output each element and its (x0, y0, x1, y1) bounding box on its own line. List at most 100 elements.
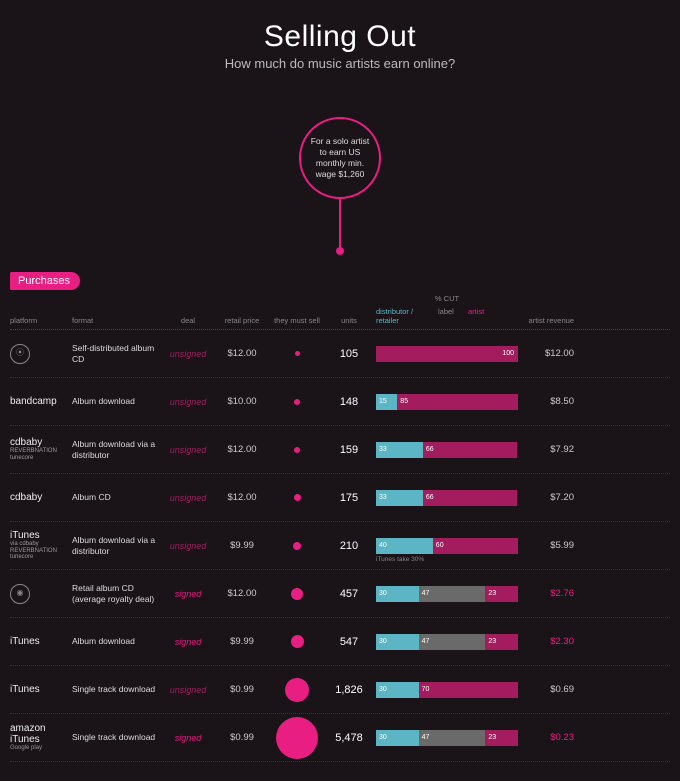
platform-cell: iTunes (10, 684, 72, 695)
units-dot-icon (293, 542, 301, 550)
artist-segment: 23 (485, 586, 518, 602)
artist-segment: 23 (485, 730, 518, 746)
col-platform: platform (10, 316, 72, 325)
deal-cell: signed (160, 733, 216, 743)
dist-segment: 30 (376, 730, 419, 746)
revenue-cell: $2.76 (522, 588, 574, 599)
price-cell: $12.00 (216, 588, 268, 599)
table-row: iTunesSingle track downloadunsigned$0.99… (10, 666, 670, 714)
deal-cell: unsigned (160, 685, 216, 695)
col-retail-price: retail price (216, 316, 268, 325)
sell-cell (268, 717, 326, 759)
revenue-cell: $2.30 (522, 636, 574, 647)
units-cell: 457 (326, 588, 372, 600)
callout-line (339, 199, 341, 249)
format-cell: Album download (72, 636, 160, 646)
deal-cell: unsigned (160, 349, 216, 359)
col-format: format (72, 316, 160, 325)
revenue-cell: $0.69 (522, 684, 574, 695)
page-subtitle: How much do music artists earn online? (0, 56, 680, 71)
deal-cell: unsigned (160, 397, 216, 407)
platform-cell: amazoniTunesGoogle play (10, 723, 72, 752)
artist-segment: 70 (419, 682, 518, 698)
cut-bar: 3366 (376, 442, 518, 458)
price-cell: $12.00 (216, 444, 268, 455)
deal-cell: unsigned (160, 493, 216, 503)
price-cell: $12.00 (216, 348, 268, 359)
purchases-table: platform format deal retail price they m… (10, 294, 670, 762)
units-cell: 1,826 (326, 684, 372, 696)
cut-label-label: label (438, 307, 468, 325)
units-dot-icon (285, 678, 309, 702)
revenue-cell: $7.92 (522, 444, 574, 455)
cut-cell: 304723 (372, 634, 522, 650)
table-row: bandcampAlbum downloadunsigned$10.001481… (10, 378, 670, 426)
cut-cell: 3070 (372, 682, 522, 698)
table-row: ⦿Self-distributed album CDunsigned$12.00… (10, 330, 670, 378)
units-cell: 159 (326, 444, 372, 456)
price-cell: $0.99 (216, 732, 268, 743)
sell-cell (268, 494, 326, 501)
platform-cell: iTunes (10, 636, 72, 647)
dist-segment: 30 (376, 634, 419, 650)
units-cell: 5,478 (326, 732, 372, 744)
units-cell: 547 (326, 636, 372, 648)
deal-cell: unsigned (160, 445, 216, 455)
sell-cell (268, 351, 326, 356)
table-row: iTunesvia cdbabyREVERBNATIONtunecoreAlbu… (10, 522, 670, 570)
platform-cell: ◉ (10, 584, 72, 604)
platform-cell: iTunesvia cdbabyREVERBNATIONtunecore (10, 530, 72, 561)
sell-cell (268, 542, 326, 550)
cut-bar: 4060iTunes take 30% (376, 538, 518, 554)
col-units: units (326, 316, 372, 325)
table-header-row: platform format deal retail price they m… (10, 294, 670, 330)
price-cell: $9.99 (216, 540, 268, 551)
cut-group-label: % CUT (376, 294, 518, 303)
price-cell: $12.00 (216, 492, 268, 503)
format-cell: Self-distributed album CD (72, 343, 160, 363)
format-cell: Album download via a distributor (72, 535, 160, 555)
cut-bar: 1585 (376, 394, 518, 410)
cut-bar: 3366 (376, 490, 518, 506)
cut-dist-label: distributor / retailer (376, 307, 438, 325)
page-title: Selling Out (0, 20, 680, 54)
cut-cell: 3366 (372, 442, 522, 458)
cut-cell: 304723 (372, 730, 522, 746)
units-dot-icon (295, 351, 300, 356)
artist-segment: 100 (376, 346, 518, 362)
format-cell: Album CD (72, 492, 160, 502)
cut-cell: 100 (372, 346, 522, 362)
format-cell: Single track download (72, 684, 160, 694)
units-cell: 105 (326, 348, 372, 360)
units-dot-icon (291, 588, 303, 600)
deal-cell: signed (160, 637, 216, 647)
deal-cell: signed (160, 589, 216, 599)
units-dot-icon (294, 494, 301, 501)
cut-cell: 304723 (372, 586, 522, 602)
col-deal: deal (160, 316, 216, 325)
section-tag: Purchases (10, 272, 80, 290)
units-cell: 175 (326, 492, 372, 504)
dist-segment: 15 (376, 394, 397, 410)
cut-bar: 3070 (376, 682, 518, 698)
sell-cell (268, 635, 326, 648)
label-segment: 47 (419, 730, 486, 746)
artist-segment: 60 (433, 538, 518, 554)
sell-cell (268, 678, 326, 702)
cut-bar: 100 (376, 346, 518, 362)
cut-bar: 304723 (376, 586, 518, 602)
label-segment: 47 (419, 634, 486, 650)
artist-segment: 23 (485, 634, 518, 650)
header: Selling Out How much do music artists ea… (0, 0, 680, 77)
table-row: cdbabyAlbum CDunsigned$12.001753366$7.20 (10, 474, 670, 522)
revenue-cell: $8.50 (522, 396, 574, 407)
revenue-cell: $0.23 (522, 732, 574, 743)
cut-cell: 3366 (372, 490, 522, 506)
format-cell: Single track download (72, 732, 160, 742)
sell-cell (268, 447, 326, 453)
sell-cell (268, 588, 326, 600)
dist-segment: 33 (376, 442, 423, 458)
table-row: amazoniTunesGoogle playSingle track down… (10, 714, 670, 762)
price-cell: $9.99 (216, 636, 268, 647)
dist-segment: 30 (376, 682, 419, 698)
